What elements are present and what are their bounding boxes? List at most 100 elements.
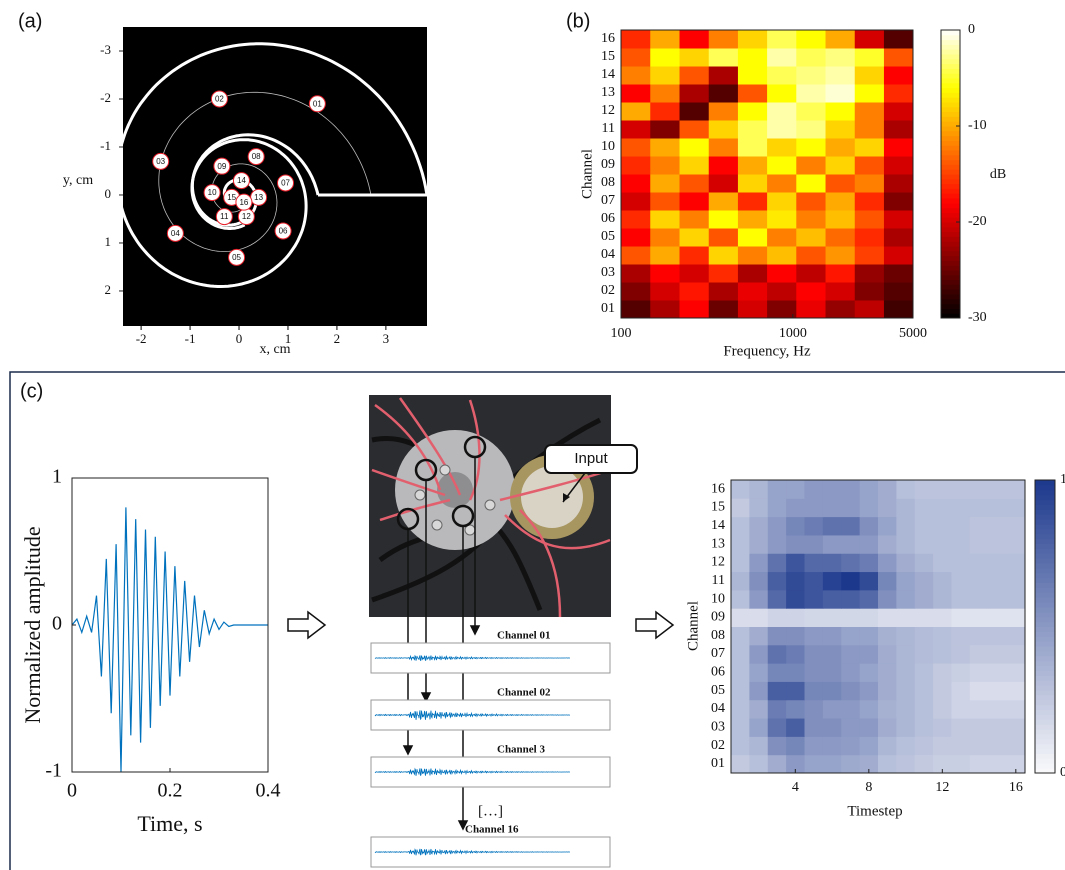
heatmap-cell xyxy=(914,718,934,737)
heatmap-cell xyxy=(767,516,787,536)
heatmap-cell xyxy=(822,608,842,627)
heatmap-cell xyxy=(731,498,750,518)
heatmap-cell xyxy=(796,30,827,49)
heatmap-cell xyxy=(914,644,934,664)
heatmap-cell xyxy=(896,754,916,774)
heatmap-cell xyxy=(767,480,787,499)
heatmap-cell xyxy=(914,699,934,719)
heatmap-cell xyxy=(679,102,710,121)
sensor-label: 09 xyxy=(217,162,226,171)
heatmap-cell xyxy=(786,754,805,774)
colorbar-swatch xyxy=(1035,743,1055,750)
heatmap-cell xyxy=(988,534,1008,554)
heatmap-cell xyxy=(883,84,914,103)
heatmap-cell xyxy=(988,663,1008,682)
heatmap-cell xyxy=(883,120,914,139)
heatmap-cell xyxy=(737,282,768,301)
heatmap-cell xyxy=(708,138,739,157)
heatmap-cell xyxy=(767,718,787,737)
colorbar-tick-label: 0 xyxy=(1060,765,1065,780)
colorbar-swatch xyxy=(1035,724,1055,730)
y-tick-label: 05 xyxy=(601,229,615,244)
heatmap-cell xyxy=(767,300,797,319)
colorbar-swatch xyxy=(1035,489,1055,496)
colorbar-swatch xyxy=(1035,509,1055,515)
heatmap-cell xyxy=(679,300,710,319)
heatmap-cell xyxy=(854,138,885,157)
heatmap-cell xyxy=(731,754,750,774)
heatmap-cell xyxy=(796,210,827,229)
colorbar-swatch xyxy=(941,121,960,127)
sensor-label: 11 xyxy=(220,212,229,221)
heatmap-cell xyxy=(914,663,934,682)
heatmap-cell xyxy=(731,608,750,627)
heatmap-cell xyxy=(878,480,897,499)
sensor-label: 08 xyxy=(252,152,261,161)
colorbar-swatch xyxy=(941,145,960,151)
heatmap-cell xyxy=(1006,644,1026,664)
axes-frame xyxy=(620,29,914,319)
y-tick-label: 14 xyxy=(601,67,615,82)
heatmap-cell xyxy=(786,681,805,701)
heatmap-cell xyxy=(969,589,989,609)
heatmap-cell xyxy=(951,553,971,573)
y-tick-label: 06 xyxy=(601,211,615,226)
colorbar-swatch xyxy=(1035,626,1055,632)
heatmap-cell xyxy=(679,48,710,67)
colorbar-swatch xyxy=(1035,675,1055,681)
heatmap-cell xyxy=(708,264,739,283)
panel-border xyxy=(9,371,1065,870)
heatmap-cell xyxy=(804,626,824,646)
colorbar-swatch xyxy=(1035,533,1055,540)
heatmap-cell xyxy=(650,300,681,319)
heatmap-cell xyxy=(1006,736,1026,756)
heatmap-cell xyxy=(933,589,952,609)
heatmap-cell xyxy=(767,608,787,627)
heatmap-cell xyxy=(1006,480,1026,499)
heatmap-cell xyxy=(951,498,971,518)
colorbar-swatch xyxy=(1035,548,1055,554)
heatmap-cell xyxy=(988,754,1008,774)
heatmap-cell xyxy=(737,264,768,283)
heatmap-cell xyxy=(621,210,651,229)
heatmap-cell xyxy=(804,718,824,737)
heatmap-cell xyxy=(1006,626,1026,646)
colorbar-swatch xyxy=(941,126,960,132)
heatmap-cell xyxy=(708,156,739,175)
heatmap-cell xyxy=(969,516,989,536)
colorbar-swatch xyxy=(941,92,960,98)
y-tick-label: -1 xyxy=(45,760,62,782)
heatmap-cell xyxy=(854,174,885,193)
sensor-label: 16 xyxy=(239,198,248,207)
heatmap-cell xyxy=(650,282,681,301)
heatmap-cell xyxy=(878,498,897,518)
heatmap-cell xyxy=(749,498,769,518)
heatmap-cell xyxy=(969,571,989,591)
heatmap-cell xyxy=(737,84,768,103)
heatmap-cell xyxy=(841,589,861,609)
heatmap-cell xyxy=(841,626,861,646)
channel-waveforms xyxy=(370,642,611,868)
x-tick-label: 16 xyxy=(1009,780,1023,795)
heatmap-cell xyxy=(859,718,879,737)
heatmap-cell xyxy=(1006,699,1026,719)
heatmap-cell xyxy=(896,498,916,518)
colorbar-swatch xyxy=(1035,670,1055,676)
heatmap-cell xyxy=(988,644,1008,664)
colorbar-swatch xyxy=(1035,768,1055,774)
heatmap-cell xyxy=(859,699,879,719)
heatmap-cell xyxy=(621,246,651,265)
heatmap-cell xyxy=(822,571,842,591)
heatmap-cell xyxy=(804,608,824,627)
heatmap-cell xyxy=(825,30,856,49)
heatmap-cell xyxy=(988,681,1008,701)
heatmap-cell xyxy=(796,102,827,121)
heatmap-cell xyxy=(933,681,952,701)
heatmap-cell xyxy=(767,699,787,719)
colorbar-swatch xyxy=(941,102,960,108)
heatmap-cell xyxy=(1006,589,1026,609)
colorbar-swatch xyxy=(941,183,960,189)
y-tick-label: 07 xyxy=(601,193,615,208)
heatmap-cell xyxy=(951,608,971,627)
colorbar-tick-label: -10 xyxy=(968,118,987,133)
